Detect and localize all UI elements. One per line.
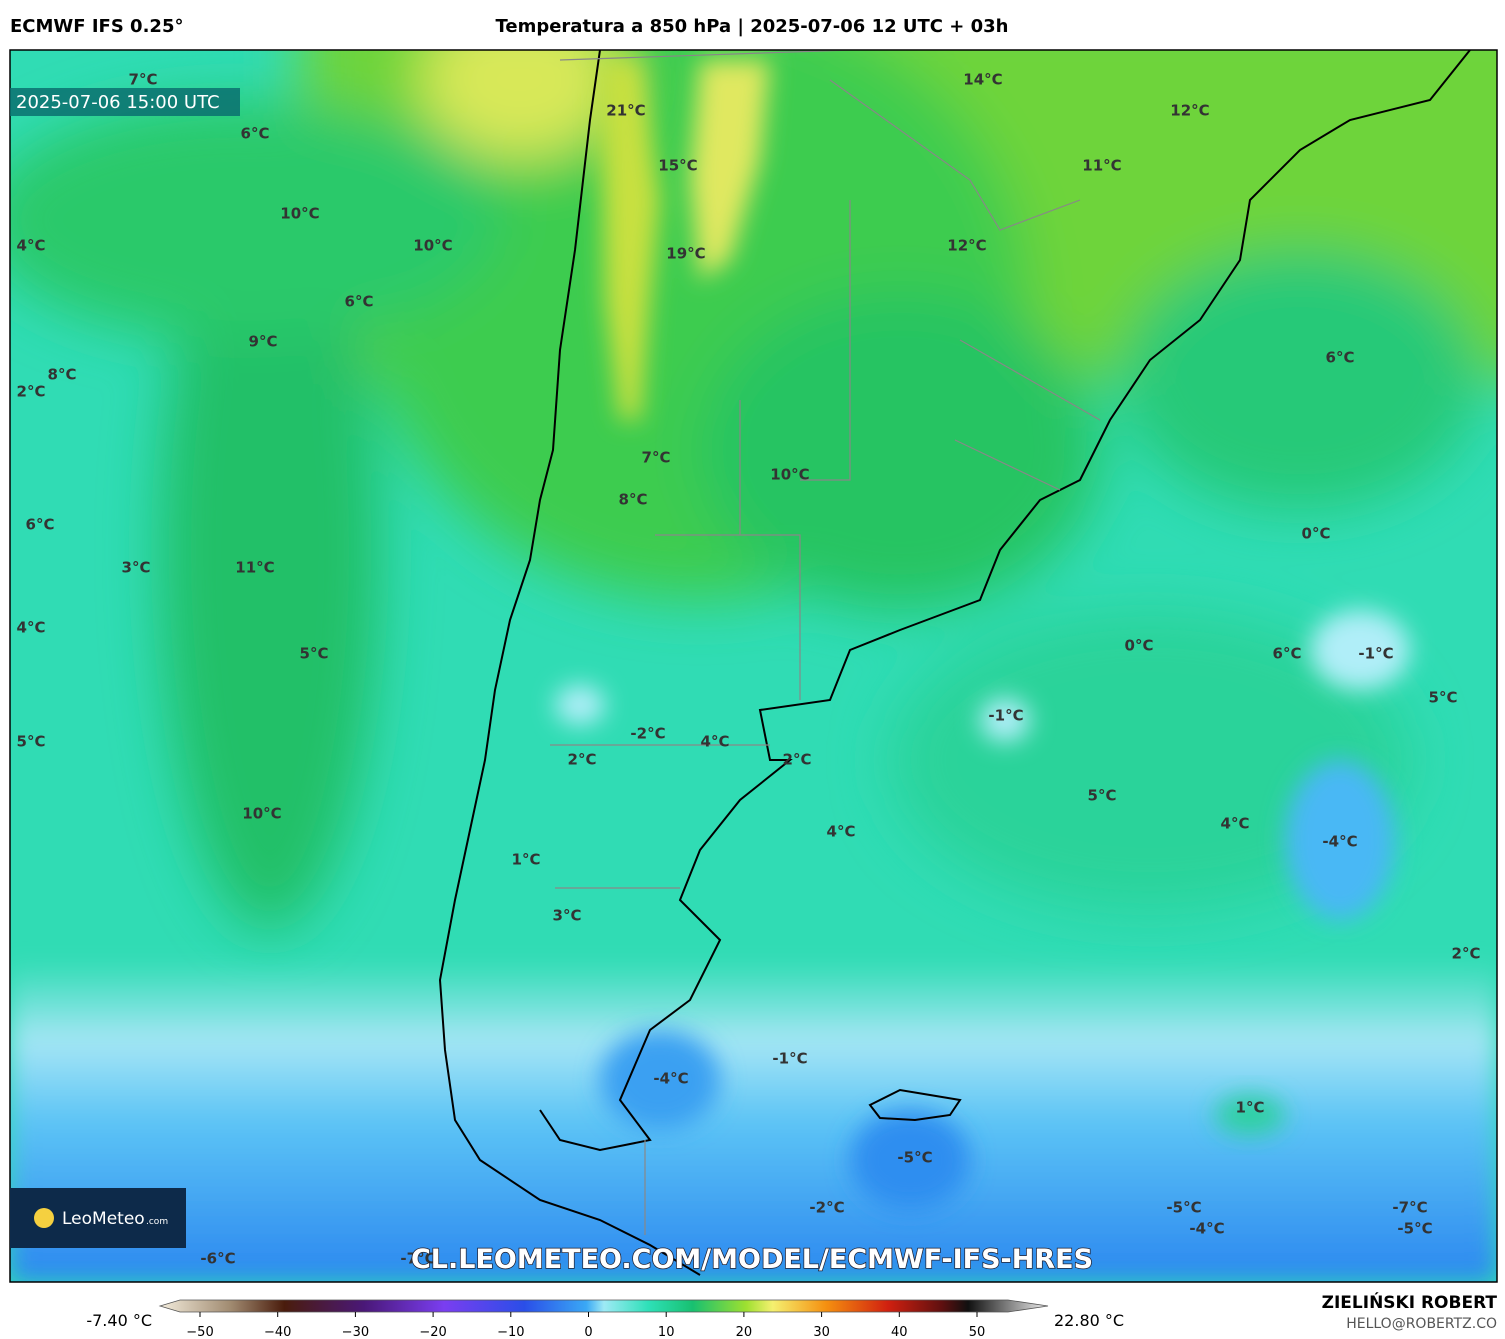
temperature-label: 21°C [606,102,645,120]
colorbar-tick-label: −50 [186,1325,213,1339]
logo-suffix: .com [146,1217,168,1227]
colorbar-min: -7.40 °C [86,1311,152,1330]
temperature-label: 19°C [666,245,705,263]
temperature-label: -2°C [809,1199,844,1217]
colorbar-tick-label: 10 [658,1325,675,1339]
temperature-label: 5°C [17,733,46,751]
temperature-label: -1°C [1358,645,1393,663]
temperature-label: -1°C [988,707,1023,725]
temperature-label: 4°C [17,619,46,637]
temperature-label: 2°C [17,383,46,401]
timestamp: 2025-07-06 15:00 UTC [16,92,220,113]
colorbar [158,1299,1049,1313]
temperature-label: 12°C [947,237,986,255]
temperature-label: 7°C [642,449,671,467]
temperature-label: 2°C [783,751,812,769]
author: ZIELIŃSKI ROBERT [1322,1291,1498,1313]
temperature-label: -7°C [1392,1199,1427,1217]
colorbar-tick-label: −20 [419,1325,446,1339]
colorbar-tick-label: −30 [342,1325,369,1339]
temperature-label: 6°C [1273,645,1302,663]
temperature-label: 4°C [701,733,730,751]
temperature-label: -4°C [1322,833,1357,851]
temperature-label: -6°C [200,1250,235,1268]
temperature-label: -4°C [653,1070,688,1088]
temperature-label: 9°C [249,333,278,351]
temperature-label: 0°C [1125,637,1154,655]
temperature-label: 2°C [1452,945,1481,963]
temperature-label: 6°C [241,125,270,143]
temperature-label: 10°C [413,237,452,255]
temperature-label: 0°C [1302,525,1331,543]
temperature-label: 4°C [827,823,856,841]
colorbar-tick-label: 0 [584,1325,592,1339]
temperature-label: -4°C [1189,1220,1224,1238]
temperature-label: 8°C [48,366,77,384]
temperature-label: 6°C [26,516,55,534]
temperature-label: 6°C [345,293,374,311]
colorbar-tick-label: 30 [813,1325,830,1339]
temperature-label: 11°C [1082,157,1121,175]
temperature-label: 10°C [242,805,281,823]
temperature-label: 1°C [512,851,541,869]
temperature-label: -1°C [772,1050,807,1068]
colorbar-max: 22.80 °C [1054,1311,1124,1330]
temperature-label: 10°C [770,466,809,484]
colorbar-tick-label: 50 [969,1325,986,1339]
temperature-label: -2°C [630,725,665,743]
email: HELLO@ROBERTZ.CO [1346,1316,1497,1332]
colorbar-tick-label: 40 [891,1325,908,1339]
temperature-label: 15°C [658,157,697,175]
temperature-label: 3°C [122,559,151,577]
temperature-label: 4°C [1221,815,1250,833]
temperature-label: 8°C [619,491,648,509]
temperature-label: -5°C [1397,1220,1432,1238]
watermark: CL.LEOMETEO.COM/MODEL/ECMWF-IFS-HRES [411,1244,1093,1275]
map-frame [9,49,1498,1283]
temperature-label: 6°C [1326,349,1355,367]
temperature-label: 2°C [568,751,597,769]
timestamp-box [10,88,240,116]
temperature-label: 4°C [17,237,46,255]
temperature-label: -5°C [1166,1199,1201,1217]
logo-name: LeoMeteo [62,1209,145,1229]
temperature-label: -7°C [400,1250,435,1268]
temperature-label: -5°C [897,1149,932,1167]
temperature-label: 3°C [553,907,582,925]
temperature-label: 5°C [1088,787,1117,805]
temperature-label: 11°C [235,559,274,577]
temperature-label: 10°C [280,205,319,223]
map-title: Temperatura a 850 hPa | 2025-07-06 12 UT… [495,16,1008,37]
colorbar-tick-label: −10 [497,1325,524,1339]
logo-sun [34,1208,54,1228]
temperature-label: 5°C [1429,689,1458,707]
colorbar-tick-label: 20 [736,1325,753,1339]
temperature-label: 5°C [300,645,329,663]
map: 7°C6°C10°C4°C 10°C6°C9°C8°C2°C6°C3°C 11°C4… [10,50,1497,1282]
temperature-label: 1°C [1236,1099,1265,1117]
model-name: ECMWF IFS 0.25° [10,16,183,37]
temperature-label: 12°C [1170,102,1209,120]
colorbar-tick-label: −40 [264,1325,291,1339]
temperature-label: 14°C [963,71,1002,89]
temperature-label: 7°C [129,71,158,89]
